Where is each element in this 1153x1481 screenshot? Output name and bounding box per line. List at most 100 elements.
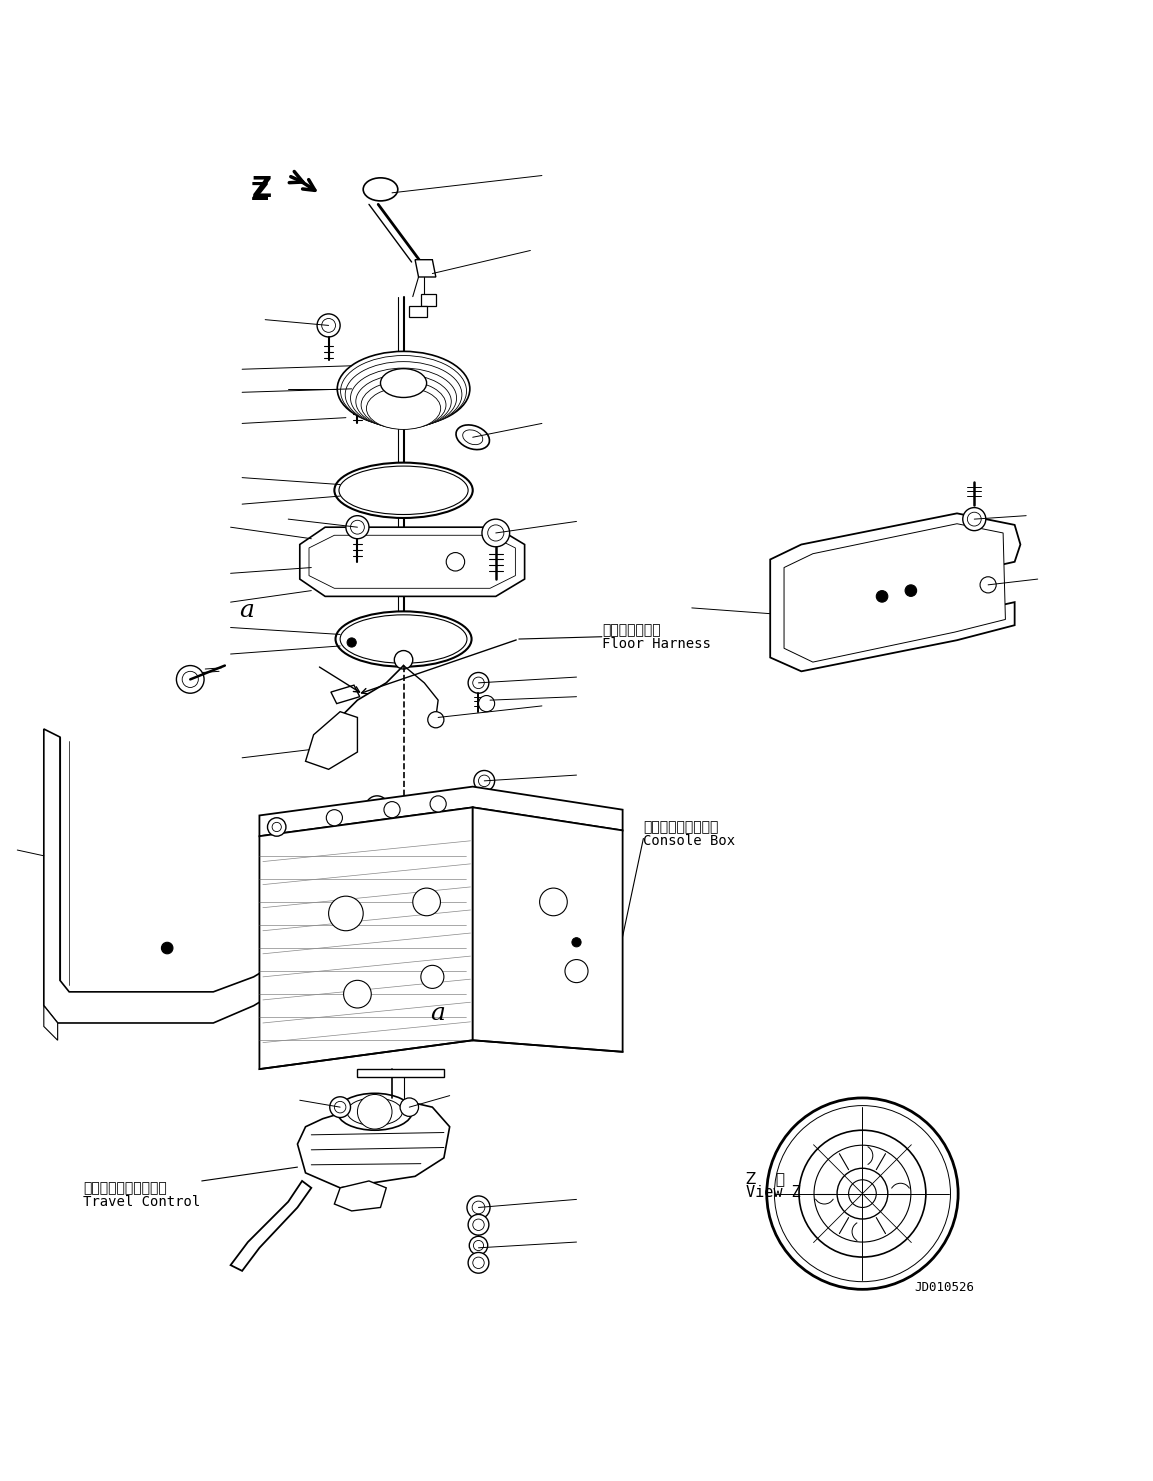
Polygon shape [309, 535, 515, 588]
Circle shape [473, 1219, 484, 1231]
Polygon shape [421, 295, 436, 305]
Circle shape [346, 378, 369, 400]
Polygon shape [44, 1006, 58, 1040]
Circle shape [322, 318, 336, 332]
Ellipse shape [336, 612, 472, 666]
Polygon shape [259, 807, 473, 1069]
Text: トラベルコントロール: トラベルコントロール [83, 1180, 167, 1195]
Circle shape [488, 524, 504, 541]
Polygon shape [784, 524, 1005, 662]
Ellipse shape [339, 467, 468, 514]
Polygon shape [385, 801, 417, 820]
Circle shape [474, 1241, 483, 1250]
Circle shape [876, 591, 888, 603]
Circle shape [849, 1180, 876, 1207]
Circle shape [176, 665, 204, 693]
Circle shape [161, 942, 173, 954]
Ellipse shape [337, 351, 470, 427]
Circle shape [446, 552, 465, 572]
Circle shape [394, 650, 413, 669]
Ellipse shape [334, 462, 473, 518]
Circle shape [473, 1201, 484, 1214]
Circle shape [351, 520, 364, 535]
Circle shape [400, 1097, 419, 1117]
Circle shape [326, 810, 342, 826]
Ellipse shape [351, 369, 457, 428]
Circle shape [967, 512, 981, 526]
Circle shape [346, 515, 369, 539]
Circle shape [468, 672, 489, 693]
Circle shape [799, 1130, 926, 1257]
Polygon shape [297, 1097, 450, 1188]
Circle shape [421, 966, 444, 988]
Circle shape [413, 889, 440, 915]
Circle shape [565, 960, 588, 982]
Polygon shape [357, 1069, 444, 1077]
Circle shape [317, 314, 340, 338]
Polygon shape [331, 686, 360, 703]
Text: Travel Control: Travel Control [83, 1195, 201, 1208]
Circle shape [482, 520, 510, 546]
Ellipse shape [361, 381, 446, 429]
Text: Floor Harness: Floor Harness [602, 637, 710, 650]
Text: コンソールボックス: コンソールボックス [643, 820, 718, 834]
Polygon shape [300, 527, 525, 597]
Text: a: a [430, 1003, 445, 1025]
Ellipse shape [462, 429, 483, 444]
Polygon shape [334, 1180, 386, 1211]
Circle shape [467, 1197, 490, 1219]
Circle shape [905, 585, 917, 597]
Ellipse shape [380, 369, 427, 397]
Ellipse shape [345, 361, 462, 428]
Circle shape [351, 382, 364, 395]
Circle shape [347, 638, 356, 647]
Polygon shape [44, 729, 282, 1023]
Text: Z    視: Z 視 [746, 1171, 785, 1186]
Circle shape [775, 1106, 950, 1281]
Text: Console Box: Console Box [643, 834, 736, 847]
Circle shape [370, 800, 384, 815]
Ellipse shape [340, 615, 467, 663]
Ellipse shape [347, 1097, 402, 1126]
Circle shape [344, 980, 371, 1009]
Circle shape [478, 775, 490, 786]
Circle shape [980, 576, 996, 592]
Circle shape [767, 1097, 958, 1290]
Polygon shape [473, 807, 623, 1052]
Circle shape [182, 671, 198, 687]
Circle shape [267, 818, 286, 837]
Polygon shape [415, 259, 436, 277]
Ellipse shape [337, 1093, 413, 1130]
Circle shape [837, 1169, 888, 1219]
Polygon shape [770, 514, 1020, 671]
Circle shape [473, 677, 484, 689]
Text: a: a [239, 598, 254, 622]
Circle shape [473, 1257, 484, 1269]
Circle shape [428, 712, 444, 727]
Circle shape [272, 822, 281, 832]
Circle shape [963, 508, 986, 530]
Polygon shape [231, 1180, 311, 1271]
Ellipse shape [363, 178, 398, 201]
Text: Z: Z [251, 175, 271, 203]
Circle shape [334, 1102, 346, 1112]
Circle shape [330, 1097, 351, 1118]
Circle shape [478, 696, 495, 712]
Circle shape [474, 770, 495, 791]
Circle shape [357, 1094, 392, 1129]
Text: View Z: View Z [746, 1185, 800, 1200]
Polygon shape [306, 712, 357, 769]
Polygon shape [259, 786, 623, 837]
Ellipse shape [356, 375, 451, 428]
Ellipse shape [367, 388, 440, 429]
Circle shape [329, 896, 363, 930]
Circle shape [540, 889, 567, 915]
Text: Z: Z [251, 181, 270, 204]
Circle shape [469, 1237, 488, 1254]
Circle shape [384, 801, 400, 818]
Circle shape [468, 1214, 489, 1235]
Polygon shape [409, 305, 427, 317]
Circle shape [366, 795, 389, 819]
Circle shape [572, 937, 581, 946]
Circle shape [814, 1145, 911, 1243]
